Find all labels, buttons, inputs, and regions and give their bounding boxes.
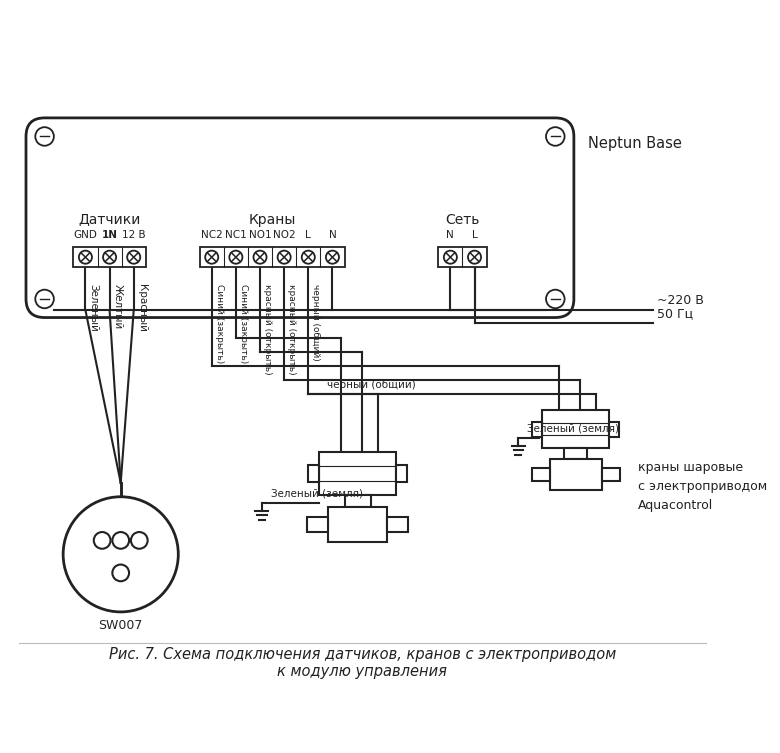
Circle shape [127, 251, 140, 264]
Text: GND: GND [73, 230, 98, 239]
Circle shape [229, 251, 243, 264]
Bar [438, 247, 487, 267]
Circle shape [103, 251, 116, 264]
Text: красный (открыть): красный (открыть) [287, 284, 296, 375]
Circle shape [254, 251, 267, 264]
Circle shape [546, 290, 565, 308]
Text: Зеленый (земля): Зеленый (земля) [271, 489, 363, 498]
Text: Краны: Краны [248, 212, 296, 227]
Text: NO2: NO2 [273, 230, 296, 239]
Bar [200, 247, 345, 267]
Text: SW007: SW007 [98, 619, 143, 633]
Text: 50 Гц: 50 Гц [658, 307, 693, 320]
Bar [345, 495, 370, 507]
Text: Синий (закрыть): Синий (закрыть) [215, 284, 224, 364]
Bar [387, 517, 408, 532]
Bar [307, 517, 328, 532]
Circle shape [546, 127, 565, 146]
Text: черный (общий): черный (общий) [311, 284, 320, 361]
Circle shape [444, 251, 457, 264]
Circle shape [79, 251, 92, 264]
Circle shape [112, 532, 129, 549]
Circle shape [112, 565, 129, 581]
Bar [395, 465, 406, 482]
Bar [73, 247, 146, 267]
Text: Синий (закрыть): Синий (закрыть) [239, 284, 248, 364]
Text: L: L [306, 230, 311, 239]
Circle shape [326, 251, 339, 264]
Circle shape [205, 251, 218, 264]
Circle shape [302, 251, 315, 264]
Circle shape [35, 290, 54, 308]
Text: к модулю управления: к модулю управления [277, 664, 447, 679]
Text: Рис. 7. Схема подключения датчиков, кранов с электроприводом: Рис. 7. Схема подключения датчиков, кран… [108, 647, 615, 662]
Text: Датчики: Датчики [78, 212, 140, 227]
Bar [602, 468, 620, 480]
Text: 1N: 1N [101, 230, 118, 239]
Bar [320, 453, 395, 495]
Text: Желтый: Желтый [112, 284, 122, 329]
Text: ~220 В: ~220 В [658, 294, 704, 307]
Circle shape [63, 497, 179, 612]
Text: N: N [328, 230, 336, 239]
Circle shape [94, 532, 111, 549]
Bar [542, 410, 609, 448]
Bar [308, 465, 320, 482]
Text: Зеленый: Зеленый [88, 284, 98, 332]
Bar [564, 448, 587, 459]
Text: Зеленый (земля): Зеленый (земля) [527, 424, 619, 434]
Text: Neptun Base: Neptun Base [588, 136, 682, 151]
Circle shape [468, 251, 481, 264]
Circle shape [35, 127, 54, 146]
Text: N: N [446, 230, 454, 239]
Text: 12 В: 12 В [122, 230, 146, 239]
Text: Красный: Красный [136, 284, 147, 332]
Bar [532, 468, 550, 480]
Circle shape [131, 532, 147, 549]
Bar [533, 422, 542, 437]
Bar [550, 459, 602, 489]
Text: краны шаровые
с электроприводом
Aquacontrol: краны шаровые с электроприводом Aquacont… [638, 462, 768, 513]
Text: NO1: NO1 [249, 230, 271, 239]
Text: черный (общий): черный (общий) [327, 380, 416, 390]
Circle shape [278, 251, 291, 264]
Bar [609, 422, 619, 437]
Text: L: L [472, 230, 477, 239]
Text: NC1: NC1 [225, 230, 246, 239]
Bar [328, 507, 387, 542]
FancyBboxPatch shape [26, 118, 574, 318]
Text: Сеть: Сеть [445, 212, 480, 227]
Text: NC2: NC2 [200, 230, 222, 239]
Text: красный (открыть): красный (открыть) [263, 284, 271, 375]
